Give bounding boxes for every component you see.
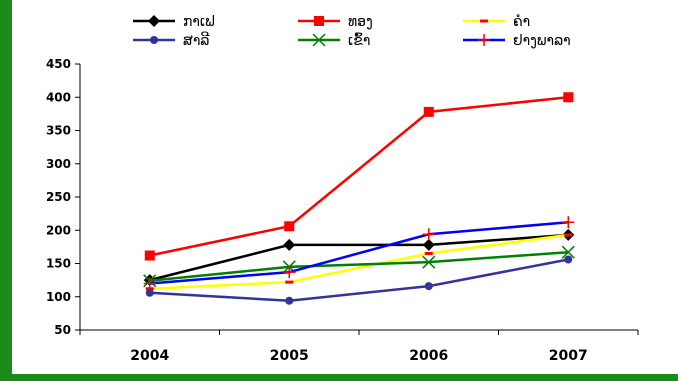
y-tick-label: 100 — [46, 290, 71, 304]
data-point — [144, 250, 155, 261]
series-4 — [145, 255, 573, 305]
data-point — [145, 288, 154, 297]
x-tick-label: 2007 — [549, 348, 588, 364]
x-tick-label: 2004 — [130, 348, 169, 364]
left-green-border — [0, 0, 12, 381]
legend-label: ທອງ — [348, 14, 373, 30]
data-point — [562, 216, 575, 229]
data-point — [561, 245, 575, 259]
y-tick-label: 250 — [46, 190, 71, 204]
data-point — [563, 92, 574, 103]
legend-swatch-marker — [480, 19, 488, 23]
y-tick-label: 150 — [46, 257, 71, 271]
data-point — [564, 233, 573, 237]
legend-item: ເຂົ້າ — [298, 32, 370, 49]
data-point — [285, 296, 294, 305]
legend-item: ຢາງພາລາ — [463, 33, 571, 49]
series-line — [149, 233, 569, 291]
plot-series — [143, 92, 575, 305]
x-tick-label: 2006 — [409, 348, 448, 364]
y-tick-label: 450 — [46, 57, 71, 71]
legend-swatch-marker — [312, 33, 326, 47]
y-tick-label: 400 — [46, 90, 71, 104]
data-point — [424, 282, 433, 291]
legend-swatch-marker — [478, 34, 490, 46]
series-line — [149, 221, 569, 285]
legend-item: ກາເຟ — [133, 14, 215, 30]
y-tick-label: 50 — [54, 323, 71, 337]
legend-swatch-marker — [148, 15, 160, 27]
legend-label: ເຂົ້າ — [348, 32, 370, 49]
legend-label: ຄຳ — [513, 14, 530, 30]
legend-item: ຄຳ — [463, 14, 530, 30]
series-line — [149, 250, 569, 283]
series-2 — [144, 92, 574, 261]
data-point — [422, 228, 435, 241]
legend-swatch-marker — [150, 36, 158, 44]
data-point — [564, 255, 573, 264]
series-line — [149, 233, 569, 282]
y-tick-label: 350 — [46, 124, 71, 138]
data-point — [285, 280, 294, 284]
data-point — [422, 255, 436, 269]
y-axis: 50 100 150 200 250 300 350 400 450 — [46, 57, 81, 337]
data-point — [283, 266, 296, 279]
y-tick-label: 200 — [46, 223, 71, 237]
data-point — [284, 221, 295, 232]
y-tick-label: 300 — [46, 157, 71, 171]
series-line — [149, 96, 569, 257]
legend-label: ກາເຟ — [183, 14, 215, 30]
series-6 — [143, 216, 575, 290]
x-axis: 2004 2005 2006 2007 — [79, 329, 639, 364]
data-point — [424, 252, 433, 256]
legend-swatch-marker — [314, 16, 324, 26]
bottom-green-border — [0, 374, 678, 381]
legend-item: ສາລີ — [133, 31, 209, 49]
legend-label: ສາລີ — [183, 31, 209, 49]
legend-label: ຢາງພາລາ — [513, 33, 571, 49]
data-point — [283, 238, 296, 251]
data-point — [422, 238, 435, 251]
x-tick-label: 2005 — [270, 348, 309, 364]
legend-item: ທອງ — [298, 14, 373, 30]
series-line — [149, 258, 569, 302]
data-point — [423, 106, 434, 117]
data-point — [143, 277, 156, 290]
